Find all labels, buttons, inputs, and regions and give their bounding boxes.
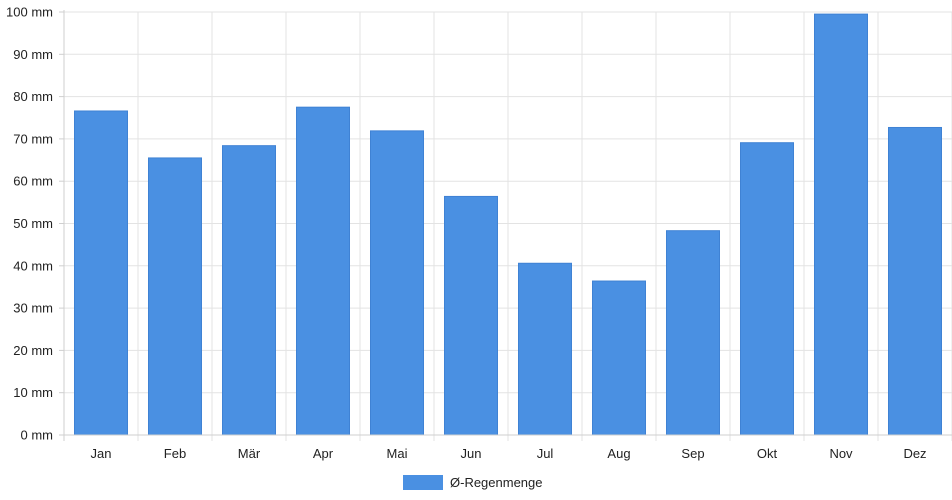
y-tick-label: 10 mm xyxy=(13,385,53,400)
bar-Aug[interactable] xyxy=(592,280,646,436)
x-tick-label: Aug xyxy=(607,446,630,461)
x-tick-label: Apr xyxy=(313,446,334,461)
bar-Jun[interactable] xyxy=(444,195,498,436)
y-tick-label: 0 mm xyxy=(21,428,54,443)
x-tick-label: Dez xyxy=(903,446,926,461)
bar-Apr[interactable] xyxy=(296,106,350,436)
x-tick-label: Sep xyxy=(681,446,704,461)
bar-Jul[interactable] xyxy=(518,262,572,436)
x-tick-label: Mai xyxy=(387,446,408,461)
y-tick-label: 100 mm xyxy=(6,5,53,20)
x-tick-labels: Jan Feb Mär Apr Mai Jun Jul Aug Sep Okt Nov Dez xyxy=(91,446,927,461)
x-tick-label: Jun xyxy=(461,446,482,461)
legend-swatch-rainfall[interactable] xyxy=(403,475,443,490)
x-tick-label: Okt xyxy=(757,446,778,461)
y-tick-label: 50 mm xyxy=(13,216,53,231)
bar-Mär[interactable] xyxy=(222,145,276,436)
bar-Okt[interactable] xyxy=(740,142,794,436)
legend-label-rainfall[interactable]: Ø-Regenmenge xyxy=(450,475,543,490)
y-tick-label: 90 mm xyxy=(13,47,53,62)
bar-Dez[interactable] xyxy=(888,126,942,436)
y-tick-label: 70 mm xyxy=(13,131,53,146)
x-tick-label: Mär xyxy=(238,446,261,461)
x-tick-label: Jul xyxy=(537,446,554,461)
y-tick-label: 80 mm xyxy=(13,89,53,104)
legend[interactable]: Ø-Regenmenge xyxy=(403,475,543,490)
bar-Mai[interactable] xyxy=(370,130,424,436)
y-tick-labels: 0 mm 10 mm 20 mm 30 mm 40 mm 50 mm 60 mm 70 mm 8… xyxy=(6,5,53,443)
y-tick-label: 20 mm xyxy=(13,343,53,358)
y-tick-label: 60 mm xyxy=(13,174,53,189)
x-tick-label: Jan xyxy=(91,446,112,461)
bar-Sep[interactable] xyxy=(666,230,720,436)
x-tick-label: Nov xyxy=(829,446,853,461)
axes xyxy=(59,10,952,441)
bar-Feb[interactable] xyxy=(148,157,202,436)
bar-Jan[interactable] xyxy=(74,110,128,436)
grid-lines xyxy=(64,11,952,441)
bars xyxy=(74,13,942,436)
x-tick-label: Feb xyxy=(164,446,186,461)
bar-Nov[interactable] xyxy=(814,13,868,436)
y-tick-label: 40 mm xyxy=(13,258,53,273)
y-tick-label: 30 mm xyxy=(13,301,53,316)
